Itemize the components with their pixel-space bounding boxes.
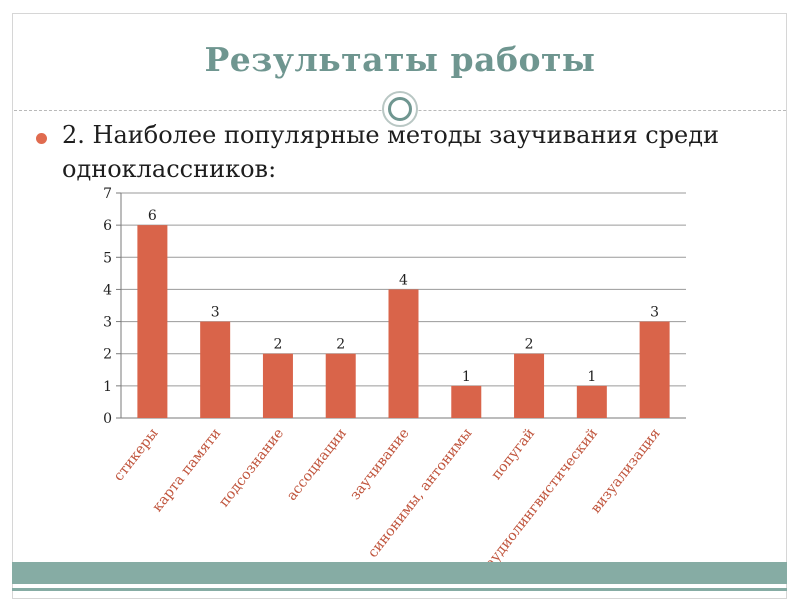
y-tick-label: 3: [103, 315, 112, 331]
y-tick-label: 2: [103, 347, 112, 363]
bar: [262, 353, 293, 418]
data-label: 4: [399, 272, 408, 288]
bar: [639, 321, 670, 418]
x-tick-label: стикеры: [111, 426, 162, 485]
y-tick-label: 7: [103, 186, 112, 202]
x-tick-label: попугай: [488, 426, 538, 483]
x-tick-label: визуализация: [588, 425, 664, 516]
y-tick-label: 0: [103, 411, 112, 427]
data-label: 2: [525, 337, 534, 353]
y-tick-label: 5: [103, 250, 112, 266]
chart-data-labels: 6 3 2 2 4 1 2 1 3: [148, 208, 659, 385]
data-label: 2: [336, 337, 345, 353]
data-label: 3: [211, 305, 220, 321]
data-label: 6: [148, 208, 157, 224]
y-tick-label: 1: [103, 379, 112, 395]
bar: [514, 353, 545, 418]
chart-bars: [137, 225, 670, 418]
data-label: 1: [587, 369, 596, 385]
y-tick-label: 6: [103, 218, 112, 234]
data-label: 3: [650, 305, 659, 321]
data-label: 1: [462, 369, 471, 385]
x-tick-label: подсознание: [216, 426, 287, 511]
y-axis-ticks: 0 1 2 3 4 5 6 7: [103, 186, 112, 427]
x-tick-label: аудиолингвистический: [482, 426, 601, 572]
x-tick-label: синонимы, антонимы: [365, 426, 476, 561]
bar: [451, 385, 482, 418]
bottom-accent-line: [12, 588, 787, 591]
bar: [137, 225, 168, 418]
bar: [325, 353, 356, 418]
circle-ornament-icon: [382, 91, 418, 127]
bar: [200, 321, 231, 418]
bottom-accent-band: [12, 562, 787, 584]
bullet-text: 2. Наиболее популярные методы заучивания…: [62, 121, 720, 183]
data-label: 2: [273, 337, 282, 353]
x-tick-label: ассоциации: [284, 426, 350, 504]
x-tick-label: карта памяти: [149, 426, 224, 516]
y-tick-label: 4: [103, 282, 112, 298]
bullet-icon: [36, 133, 47, 144]
x-tick-label: заучивание: [347, 426, 413, 504]
slide-title: Результаты работы: [204, 40, 596, 79]
bar: [576, 385, 607, 418]
bar: [388, 289, 419, 418]
